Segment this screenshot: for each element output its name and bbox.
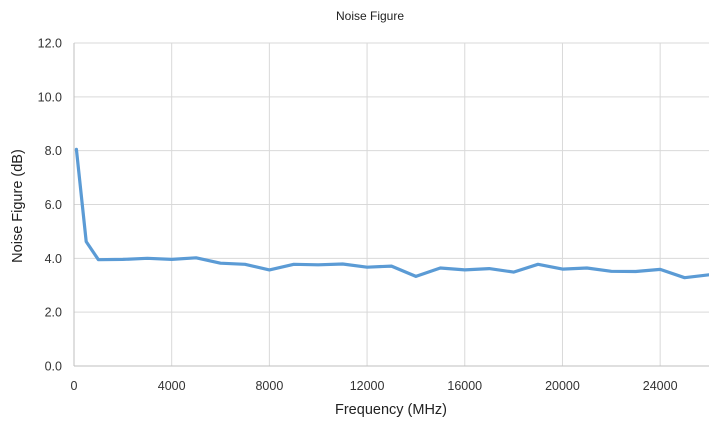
x-tick-label: 0 bbox=[71, 379, 78, 393]
y-axis-ticks: 0.0 2.0 4.0 6.0 8.0 10.0 12.0 bbox=[38, 37, 62, 374]
y-tick-label: 2.0 bbox=[45, 306, 62, 320]
x-tick-label: 4000 bbox=[158, 379, 186, 393]
x-axis-label: Frequency (MHz) bbox=[335, 402, 447, 418]
x-tick-label: 16000 bbox=[447, 379, 482, 393]
y-tick-label: 6.0 bbox=[45, 198, 62, 212]
x-tick-label: 12000 bbox=[350, 379, 385, 393]
y-tick-label: 12.0 bbox=[38, 37, 62, 51]
series-line bbox=[74, 147, 709, 280]
y-tick-label: 4.0 bbox=[45, 252, 62, 266]
x-axis-ticks: 0 4000 8000 12000 16000 20000 24000 bbox=[71, 379, 678, 393]
x-tick-label: 20000 bbox=[545, 379, 580, 393]
axes bbox=[73, 43, 709, 367]
plot-area bbox=[74, 147, 709, 280]
y-tick-label: 8.0 bbox=[45, 144, 62, 158]
x-tick-label: 8000 bbox=[255, 379, 283, 393]
x-tick-label: 24000 bbox=[643, 379, 678, 393]
y-tick-label: 10.0 bbox=[38, 90, 62, 104]
gridlines bbox=[74, 42, 709, 366]
chart-title: Noise Figure bbox=[336, 9, 404, 23]
y-axis-label: Noise Figure (dB) bbox=[10, 149, 26, 263]
y-tick-label: 0.0 bbox=[45, 360, 62, 374]
